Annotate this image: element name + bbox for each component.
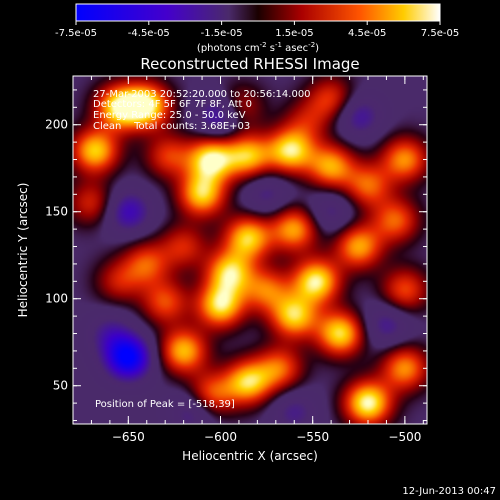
y-tick-label: 100 (45, 292, 68, 306)
colorbar-tick-label: 4.5e-05 (348, 28, 386, 39)
x-axis-label: Heliocentric X (arcsec) (182, 449, 318, 463)
annotation-time: 27-Mar-2003 20:52:20.000 to 20:56:14.000 (93, 89, 311, 100)
colorbar-tick-label: -4.5e-05 (128, 28, 170, 39)
plot-frame (72, 75, 428, 425)
annotation-counts: Clean Total counts: 3.68E+03 (93, 121, 250, 132)
colorbar (75, 3, 441, 22)
colorbar-tick-label: 7.5e-05 (421, 28, 459, 39)
colorbar-ticks: -7.5e-05 -4.5e-05 -1.5e-05 1.5e-05 4.5e-05 7.… (55, 21, 459, 39)
peak-position-label: Position of Peak = [-518,39] (95, 399, 235, 410)
x-tick-label: −500 (388, 430, 421, 444)
colorbar-tick-label: -7.5e-05 (55, 28, 97, 39)
x-axis: −650 −600 −550 −500 (90, 76, 424, 444)
y-tick-label: 50 (53, 379, 68, 393)
colorbar-label: (photons cm-2 s-1 asec-2) (197, 41, 319, 54)
colorbar-tick-label: 1.5e-05 (275, 28, 313, 39)
x-tick-label: −550 (296, 430, 329, 444)
annotation-detectors: Detectors: 4F 5F 6F 7F 8F, Att 0 (93, 99, 252, 110)
y-axis: 50 100 150 200 (45, 89, 427, 422)
x-tick-label: −650 (112, 430, 145, 444)
heatmap-image (73, 76, 427, 424)
colorbar-tick-label: -1.5e-05 (201, 28, 243, 39)
chart-title: Reconstructed RHESSI Image (140, 55, 359, 73)
annotation-block: 27-Mar-2003 20:52:20.000 to 20:56:14.000… (93, 89, 311, 132)
annotation-energy: Energy Range: 25.0 - 50.0 keV (93, 110, 246, 121)
y-axis-label: Heliocentric Y (arcsec) (16, 183, 30, 318)
x-tick-label: −600 (204, 430, 237, 444)
y-tick-label: 200 (45, 118, 68, 132)
y-tick-label: 150 (45, 205, 68, 219)
footer-date: 12-Jun-2013 00:47 (402, 486, 496, 497)
